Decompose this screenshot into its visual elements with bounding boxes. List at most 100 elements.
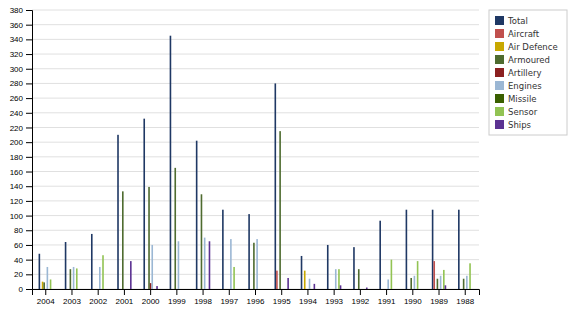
bar [173, 289, 175, 290]
tick-label: 340 [10, 35, 24, 44]
tick-mark [71, 289, 72, 295]
tick-label: 180 [10, 153, 24, 162]
bar [224, 289, 226, 290]
bar [48, 289, 50, 290]
bar [258, 289, 260, 290]
tick-label: 2004 [37, 297, 55, 306]
tick-mark [150, 289, 151, 295]
legend-swatch [495, 68, 504, 77]
tick: 240 [10, 109, 32, 118]
bar [120, 289, 122, 290]
bar [329, 289, 331, 290]
tick-label: 40 [14, 256, 23, 265]
tick-label: 2003 [63, 297, 81, 306]
legend-swatch [495, 94, 504, 103]
legend-item: Armoured [495, 55, 550, 65]
tick-mark [26, 274, 32, 275]
tick-label: 280 [10, 79, 24, 88]
bar [406, 210, 408, 289]
tick: 180 [10, 153, 32, 162]
bar [309, 279, 311, 289]
bar [256, 239, 258, 289]
bar [461, 289, 463, 290]
bar [127, 289, 129, 290]
legend-label: Ships [508, 120, 532, 130]
bar [364, 289, 366, 290]
grid-line [32, 215, 479, 216]
bar [338, 269, 340, 289]
bar [260, 289, 262, 290]
bar [40, 289, 42, 290]
bar [304, 271, 306, 289]
y-axis: 0204060801001201401601802002202402602803… [10, 6, 33, 294]
bars [39, 36, 471, 289]
tick-label: 320 [10, 50, 24, 59]
tick-mark [26, 157, 32, 158]
tick: 2004 [37, 289, 55, 306]
bar [181, 289, 183, 290]
bar [363, 289, 365, 290]
tick-mark [176, 289, 177, 295]
grid-line [32, 230, 479, 231]
tick: 2000 [142, 289, 160, 306]
tick: 1994 [299, 289, 317, 306]
legend-item: Sensor [495, 107, 538, 117]
tick-mark [26, 186, 32, 187]
bar [128, 289, 130, 290]
grid-line [32, 142, 479, 143]
tick-mark [26, 69, 32, 70]
bar [312, 289, 314, 290]
bar [148, 187, 150, 289]
tick-mark [412, 289, 413, 295]
tick: 2002 [89, 289, 107, 306]
bar [281, 289, 283, 290]
tick-label: 2000 [142, 297, 160, 306]
tick-label: 1988 [456, 297, 474, 306]
bar [93, 289, 95, 290]
bar [437, 279, 439, 289]
grid-line [32, 244, 479, 245]
tick-label: 1989 [430, 297, 448, 306]
tick: 1988 [456, 289, 474, 306]
bar [337, 289, 339, 290]
bar [71, 289, 73, 290]
tick: 380 [10, 6, 32, 15]
bar [151, 245, 153, 289]
series [276, 261, 435, 289]
bar [301, 256, 303, 289]
legend-swatch [495, 42, 504, 51]
tick-mark [26, 142, 32, 143]
tick: 1997 [220, 289, 238, 306]
tick-label: 2002 [89, 297, 107, 306]
bar [327, 245, 329, 289]
tick-mark [229, 289, 230, 295]
tick-mark [26, 172, 32, 173]
legend-label: Artillery [508, 68, 541, 78]
tick-label: 80 [14, 226, 23, 235]
bar [409, 289, 411, 290]
bar [233, 267, 235, 289]
bar [275, 83, 277, 289]
tick-label: 100 [10, 212, 24, 221]
bar [248, 214, 250, 289]
bar [155, 289, 157, 290]
tick-mark [26, 260, 32, 261]
bar [314, 284, 316, 289]
bar [355, 289, 357, 290]
tick: 1991 [378, 289, 396, 306]
tick-mark [26, 216, 32, 217]
bar [202, 289, 204, 290]
tick: 0 [19, 285, 32, 294]
legend-item: Ships [495, 120, 532, 130]
tick: 300 [10, 65, 32, 74]
grid-line [32, 200, 479, 201]
bar [387, 279, 389, 289]
tick-mark [26, 54, 32, 55]
tick: 1993 [325, 289, 343, 306]
bar [384, 289, 386, 290]
bar [407, 289, 409, 290]
x-axis: 2004200320022001200019991998199719961995… [33, 289, 480, 306]
tick-label: 60 [14, 241, 23, 250]
bar [235, 289, 237, 290]
bar [466, 276, 468, 289]
